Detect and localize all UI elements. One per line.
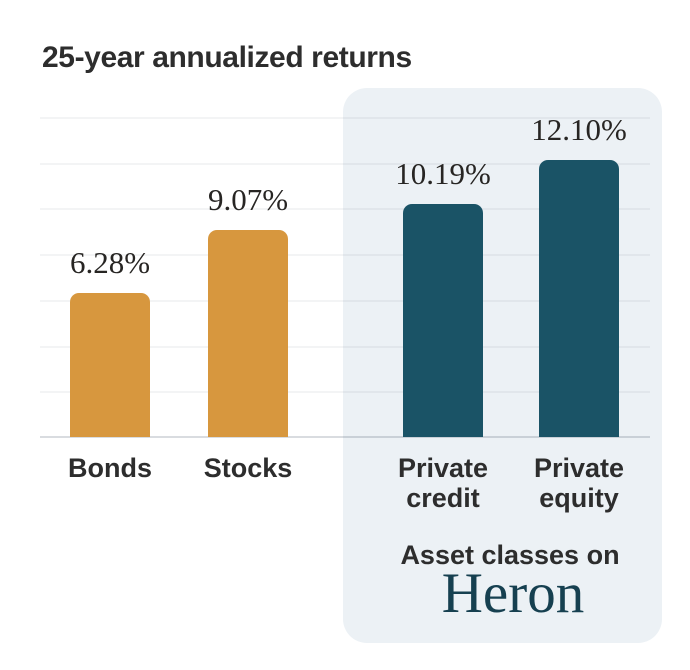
- gridline-2pct: [40, 391, 650, 393]
- gridline-10pct: [40, 208, 650, 210]
- x-label-bonds: Bonds: [68, 453, 152, 483]
- heron-wordmark: Heron: [441, 562, 585, 625]
- gridline-6pct: [40, 300, 650, 302]
- x-label-stocks: Stocks: [203, 453, 293, 483]
- bar-value-label-stocks: 9.07%: [207, 182, 289, 217]
- bar-value-label-private-equity: 12.10%: [531, 112, 627, 147]
- x-axis-line: [40, 436, 650, 438]
- bar-value-label-bonds: 6.28%: [69, 245, 151, 280]
- gridline-8pct: [40, 254, 650, 256]
- bar-stocks: [208, 230, 288, 437]
- bar-value-label-private-credit: 10.19%: [395, 156, 491, 191]
- gridline-4pct: [40, 346, 650, 348]
- x-label-private-equity: Private equity: [533, 453, 625, 513]
- x-label-private-credit: Private credit: [397, 453, 489, 513]
- bar-private-credit: [403, 204, 483, 437]
- chart-title: 25-year annualized returns: [42, 41, 412, 74]
- bar-bonds: [70, 293, 150, 437]
- gridline-14pct: [40, 117, 650, 119]
- gridline-12pct: [40, 163, 650, 165]
- panel-caption: Asset classes on: [400, 540, 620, 570]
- bar-private-equity: [539, 160, 619, 437]
